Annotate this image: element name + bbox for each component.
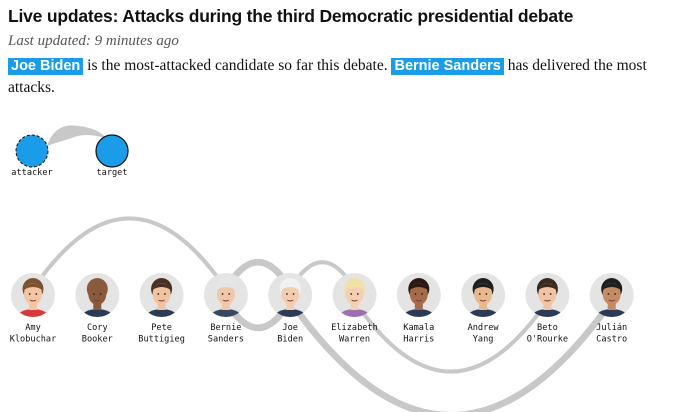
candidate-first-name: Beto	[537, 323, 558, 333]
candidate-last-name: Harris	[403, 335, 434, 345]
candidate-last-name: Sanders	[208, 335, 244, 345]
candidate-first-name: Cory	[87, 323, 108, 333]
portrait-buttigieg-icon	[144, 278, 179, 317]
candidate-yang[interactable]: Andrew Yang	[461, 273, 506, 345]
candidate-last-name: Biden	[277, 335, 303, 345]
candidate-first-name: Pete	[151, 323, 172, 333]
legend-attacker-node	[15, 134, 49, 168]
page-title: Live updates: Attacks during the third D…	[8, 6, 574, 26]
portrait-harris-icon	[401, 278, 436, 317]
candidate-first-name: Amy	[25, 323, 41, 333]
legend-target-node	[95, 134, 129, 168]
candidate-last-name: Booker	[82, 335, 113, 345]
candidate-last-name: Castro	[596, 335, 627, 345]
candidate-last-name: Buttigieg	[138, 335, 185, 345]
candidate-first-name: Kamala	[403, 323, 434, 333]
portrait-warren-icon	[337, 278, 372, 317]
legend-arc	[47, 125, 106, 146]
attack-arc-castro-to-biden[interactable]	[286, 297, 616, 412]
candidate-first-name: Julián	[596, 323, 627, 333]
legend-attacker-label: attacker	[11, 168, 52, 178]
candidate-harris[interactable]: Kamala Harris	[396, 273, 441, 345]
candidate-last-name: Yang	[473, 335, 494, 345]
attack-arc-orourke-to-warren[interactable]	[352, 298, 550, 374]
candidate-last-name: Klobuchar	[10, 335, 57, 345]
portrait-orourke-icon	[530, 278, 565, 317]
last-updated: Last updated: 9 minutes ago	[8, 33, 179, 49]
most-attacks-highlight[interactable]: Bernie Sanders	[391, 58, 504, 75]
candidate-castro[interactable]: Julián Castro	[589, 273, 634, 345]
candidate-first-name: Elizabeth	[331, 323, 378, 333]
legend-target-label: target	[96, 168, 127, 178]
candidate-booker[interactable]: Cory Booker	[75, 273, 120, 345]
candidate-warren[interactable]: Elizabeth Warren	[331, 273, 378, 345]
candidate-last-name: O'Rourke	[527, 335, 568, 345]
portrait-klobuchar-icon	[16, 278, 50, 317]
summary-part-2: has delivered the most attacks.	[8, 57, 647, 96]
attack-arc-klobuchar-to-sanders[interactable]	[30, 216, 228, 292]
candidate-first-name: Joe	[282, 323, 298, 333]
attack-arcs	[30, 216, 616, 412]
candidate-biden[interactable]: Joe Biden	[268, 273, 313, 345]
candidate-sanders[interactable]: Bernie Sanders	[203, 273, 248, 345]
candidate-orourke[interactable]: Beto O'Rourke	[525, 273, 570, 345]
legend: attacker target	[11, 125, 129, 178]
candidate-first-name: Andrew	[468, 323, 500, 333]
portrait-yang-icon	[466, 278, 501, 317]
candidate-klobuchar[interactable]: Amy Klobuchar	[10, 273, 57, 345]
summary-text: Joe Biden is the most-attacked candidate…	[8, 55, 668, 98]
candidate-first-name: Bernie	[210, 323, 241, 333]
candidate-last-name: Warren	[339, 335, 370, 345]
portrait-sanders-icon	[208, 278, 243, 317]
most-attacked-highlight[interactable]: Joe Biden	[8, 58, 84, 75]
portrait-castro-icon	[594, 278, 629, 317]
candidate-buttigieg[interactable]: Pete Buttigieg	[138, 273, 185, 345]
portrait-booker-icon	[80, 278, 115, 317]
candidate-nodes: Amy Klobuchar Cory Booker Pete Buttigieg Berni…	[10, 273, 634, 345]
summary-part-1: is the most-attacked candidate so far th…	[83, 57, 392, 74]
portrait-biden-icon	[273, 278, 308, 317]
